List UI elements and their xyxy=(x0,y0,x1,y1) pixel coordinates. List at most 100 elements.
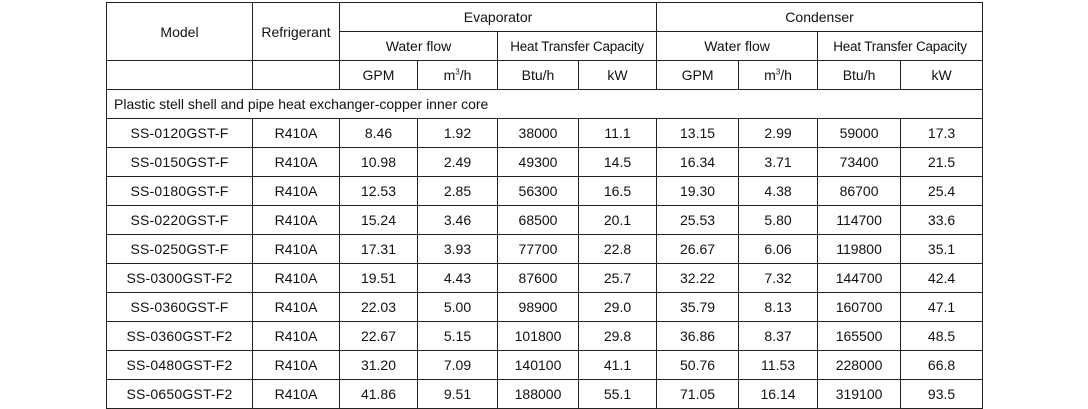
evap-gpm-cell: 8.46 xyxy=(339,118,418,148)
cond-m3h-cell: 7.32 xyxy=(738,263,819,293)
cond-m3h-cell: 11.53 xyxy=(738,350,819,380)
evap-gpm-cell: 22.67 xyxy=(339,321,418,351)
evap-m3h-cell: 3.46 xyxy=(417,205,498,235)
evap-m3h-cell: 7.09 xyxy=(417,350,498,380)
model-cell: SS-0650GST-F2 xyxy=(106,379,253,409)
refrigerant-cell: R410A xyxy=(252,176,340,206)
header-row-units: GPM m3/h Btu/h kW GPM m3/h Btu/h kW xyxy=(106,60,984,90)
condenser-water-flow-header: Water flow xyxy=(656,31,819,61)
evap-kw-cell: 20.1 xyxy=(577,205,658,235)
evaporator-header: Evaporator xyxy=(338,2,658,32)
evap-m3h-cell: 1.92 xyxy=(417,118,498,148)
model-unit-blank xyxy=(106,60,253,90)
refrigerant-cell: R410A xyxy=(252,321,340,351)
cond-kw-unit: kW xyxy=(900,60,984,90)
cond-gpm-cell: 19.30 xyxy=(656,176,740,206)
model-cell: SS-0300GST-F2 xyxy=(106,263,253,293)
evap-btuh-cell: 77700 xyxy=(497,234,579,264)
evap-kw-cell: 16.5 xyxy=(577,176,658,206)
evap-gpm-cell: 15.24 xyxy=(339,205,418,235)
evap-btuh-cell: 98900 xyxy=(497,292,579,322)
evaporator-water-flow-header: Water flow xyxy=(339,31,498,61)
cond-btuh-cell: 144700 xyxy=(817,263,902,293)
cond-btuh-cell: 119800 xyxy=(817,234,902,264)
evap-gpm-cell: 17.31 xyxy=(339,234,418,264)
evap-btuh-cell: 49300 xyxy=(497,147,579,177)
cond-m3h-cell: 3.71 xyxy=(738,147,819,177)
model-cell: SS-0150GST-F xyxy=(106,147,253,177)
cond-btuh-unit: Btu/h xyxy=(817,60,902,90)
evap-btuh-cell: 140100 xyxy=(497,350,579,380)
table-row: SS-0480GST-F2 R410A 31.20 7.09 140100 41.1 50.… xyxy=(106,350,984,380)
cond-gpm-cell: 13.15 xyxy=(656,118,740,148)
evap-btuh-cell: 68500 xyxy=(497,205,579,235)
table-row: SS-0650GST-F2 R410A 41.86 9.51 188000 55.1 71.… xyxy=(106,379,984,409)
model-cell: SS-0220GST-F xyxy=(106,205,253,235)
refrigerant-cell: R410A xyxy=(252,147,340,177)
refrigerant-cell: R410A xyxy=(252,234,340,264)
cond-m3h-cell: 6.06 xyxy=(738,234,819,264)
cond-m3h-cell: 8.13 xyxy=(738,292,819,322)
cond-kw-cell: 48.5 xyxy=(900,321,984,351)
refrigerant-unit-blank xyxy=(252,60,340,90)
cond-btuh-cell: 73400 xyxy=(817,147,902,177)
refrigerant-cell: R410A xyxy=(252,118,340,148)
evap-m3h-cell: 5.15 xyxy=(417,321,498,351)
model-cell: SS-0120GST-F xyxy=(106,118,253,148)
evap-gpm-cell: 19.51 xyxy=(339,263,418,293)
table-row: SS-0360GST-F R410A 22.03 5.00 98900 29.0 35.79… xyxy=(106,292,984,322)
evap-btuh-cell: 56300 xyxy=(497,176,579,206)
cond-m3h-cell: 16.14 xyxy=(738,379,819,409)
model-cell: SS-0480GST-F2 xyxy=(106,350,253,380)
cond-btuh-cell: 114700 xyxy=(817,205,902,235)
cond-btuh-cell: 59000 xyxy=(817,118,902,148)
heat-exchanger-spec-table: Model Refrigerant Evaporator Condenser W… xyxy=(105,2,984,409)
evap-gpm-cell: 22.03 xyxy=(339,292,418,322)
refrigerant-cell: R410A xyxy=(252,292,340,322)
evap-gpm-cell: 41.86 xyxy=(339,379,418,409)
evap-kw-cell: 14.5 xyxy=(577,147,658,177)
evap-kw-cell: 29.8 xyxy=(577,321,658,351)
evaporator-heat-transfer-header: Heat Transfer Capacity xyxy=(496,31,658,61)
condenser-header: Condenser xyxy=(656,2,984,32)
cond-m3h-cell: 8.37 xyxy=(738,321,819,351)
evap-btuh-unit: Btu/h xyxy=(497,60,579,90)
section-row: Plastic stell shell and pipe heat exchan… xyxy=(105,89,984,119)
cond-gpm-cell: 32.22 xyxy=(656,263,740,293)
cond-kw-cell: 42.4 xyxy=(900,263,984,293)
cond-gpm-cell: 36.86 xyxy=(656,321,740,351)
evap-kw-cell: 29.0 xyxy=(577,292,658,322)
cond-btuh-cell: 165500 xyxy=(817,321,902,351)
cond-gpm-cell: 16.34 xyxy=(656,147,740,177)
evap-kw-cell: 22.8 xyxy=(577,234,658,264)
model-cell: SS-0180GST-F xyxy=(106,176,253,206)
evap-gpm-cell: 31.20 xyxy=(339,350,418,380)
refrigerant-cell: R410A xyxy=(252,379,340,409)
cond-kw-cell: 17.3 xyxy=(900,118,984,148)
table-row: SS-0360GST-F2 R410A 22.67 5.15 101800 29.8 36.… xyxy=(106,321,984,351)
cond-m3h-cell: 2.99 xyxy=(738,118,819,148)
cond-m3h-cell: 5.80 xyxy=(738,205,819,235)
cond-gpm-cell: 25.53 xyxy=(656,205,740,235)
evap-m3h-cell: 9.51 xyxy=(417,379,498,409)
table-row: SS-0300GST-F2 R410A 19.51 4.43 87600 25.7 32.2… xyxy=(106,263,984,293)
evap-gpm-unit: GPM xyxy=(339,60,418,90)
evap-btuh-cell: 38000 xyxy=(497,118,579,148)
table-row: SS-0120GST-F R410A 8.46 1.92 38000 11.1 13.15 2… xyxy=(106,118,984,148)
model-cell: SS-0250GST-F xyxy=(106,234,253,264)
evap-m3h-cell: 4.43 xyxy=(417,263,498,293)
cond-kw-cell: 35.1 xyxy=(900,234,984,264)
evap-kw-cell: 25.7 xyxy=(577,263,658,293)
cond-gpm-unit: GPM xyxy=(656,60,740,90)
condenser-heat-transfer-header: Heat Transfer Capacity xyxy=(817,31,984,61)
cond-m3h-cell: 4.38 xyxy=(738,176,819,206)
evap-kw-unit: kW xyxy=(577,60,658,90)
evap-kw-cell: 55.1 xyxy=(577,379,658,409)
evap-kw-cell: 41.1 xyxy=(577,350,658,380)
cond-kw-cell: 21.5 xyxy=(900,147,984,177)
cond-gpm-cell: 35.79 xyxy=(656,292,740,322)
cond-m3h-unit: m3/h xyxy=(738,60,819,90)
evap-m3h-cell: 2.85 xyxy=(417,176,498,206)
refrigerant-cell: R410A xyxy=(252,205,340,235)
header-row-quantities: Water flow Heat Transfer Capacity Water … xyxy=(107,31,984,61)
